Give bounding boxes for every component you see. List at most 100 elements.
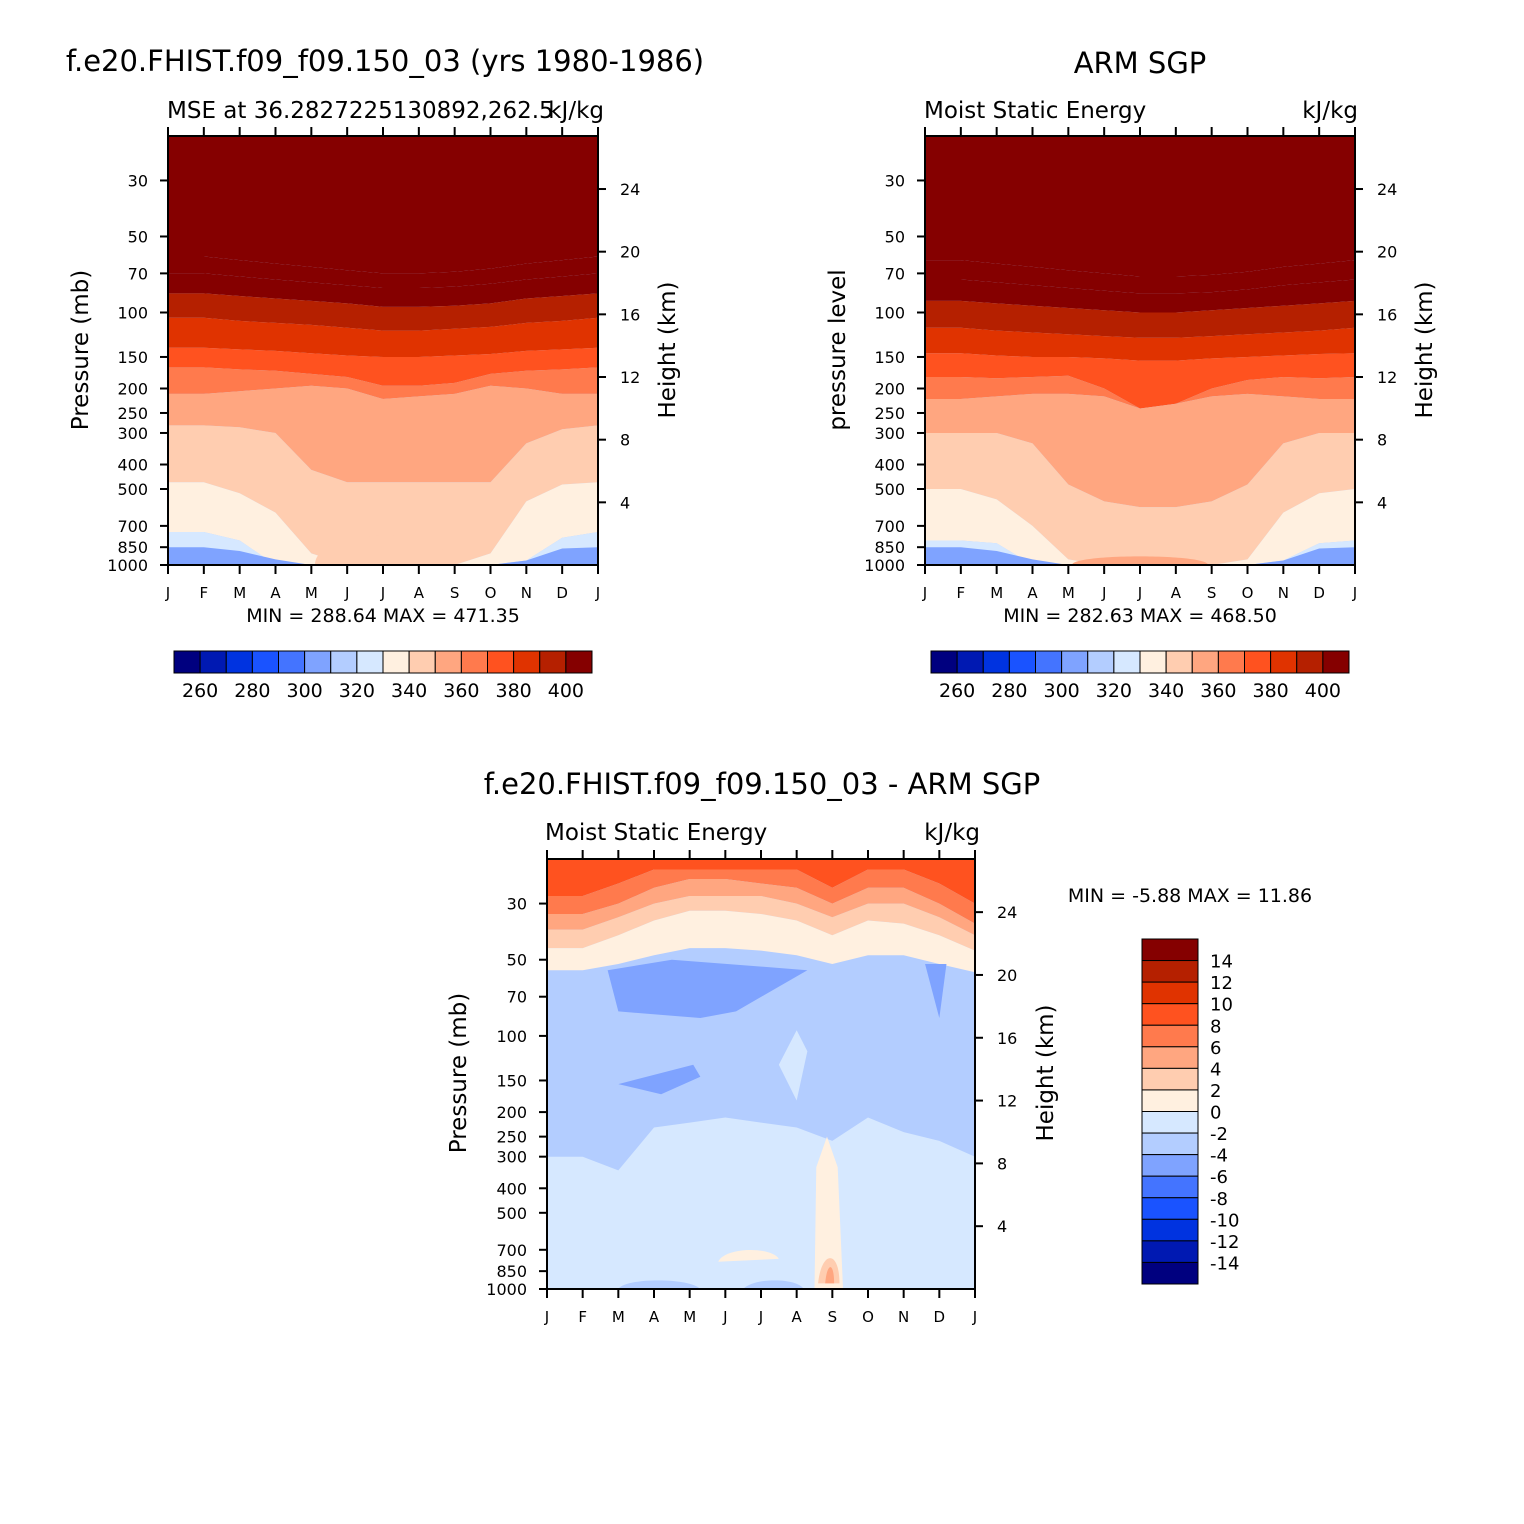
colorbar-swatch <box>1141 1024 1199 1048</box>
colorbar-label: 340 <box>391 680 427 702</box>
colorbar-swatch <box>1141 1046 1199 1069</box>
colorbar-swatch <box>1217 650 1245 674</box>
colorbar-swatch <box>304 650 332 674</box>
colorbar-label: 10 <box>1210 995 1233 1016</box>
x-tick-label: A <box>792 1308 803 1326</box>
colorbar-label: 400 <box>548 680 584 702</box>
contour-band <box>1071 556 1209 565</box>
colorbar-swatch <box>1141 1003 1199 1026</box>
colorbar-label: 360 <box>1200 680 1236 702</box>
y-tick-label-right: 4 <box>997 1217 1007 1236</box>
y-axis-label-right: Height (km) <box>655 281 681 418</box>
y-tick-label-right: 8 <box>997 1154 1007 1173</box>
x-tick-label: D <box>556 584 568 602</box>
colorbar-swatch <box>460 650 488 674</box>
y-tick-label-right: 20 <box>997 966 1017 985</box>
colorbar-swatch <box>1322 650 1350 674</box>
min-max-stats: MIN = -5.88 MAX = 11.86 <box>1068 885 1312 907</box>
colorbar-swatch <box>356 650 384 674</box>
colorbar: 260 280 300 320 340 360 380 400 <box>930 650 1350 702</box>
x-tick-label: O <box>485 584 497 602</box>
y-axis-label: Pressure (mb) <box>446 993 472 1153</box>
y-tick-label: 300 <box>117 424 148 443</box>
colorbar-label: -8 <box>1210 1189 1228 1210</box>
y-tick-label: 200 <box>117 380 148 399</box>
y-tick-label: 30 <box>507 895 527 914</box>
x-tick-label: F <box>957 584 966 602</box>
contour-band <box>718 1249 779 1262</box>
y-tick-label: 150 <box>117 348 148 367</box>
x-tick-label: S <box>828 1308 838 1326</box>
panel-title: f.e20.FHIST.f09_f09.150_03 (yrs 1980-198… <box>66 44 704 78</box>
colorbar-swatch <box>434 650 462 674</box>
colorbar-swatch <box>1141 960 1199 983</box>
x-tick-label: M <box>233 584 246 602</box>
contour-band <box>547 910 975 973</box>
y-axis-label-right: Height (km) <box>1033 1004 1059 1141</box>
y-tick-label: 30 <box>128 171 148 190</box>
y-tick-label-right: 4 <box>620 493 630 512</box>
x-tick-label: J <box>722 1308 727 1326</box>
contour-band <box>168 317 598 357</box>
y-tick-label: 200 <box>496 1103 527 1122</box>
x-tick-label: J <box>380 584 385 602</box>
colorbar-swatch <box>1141 1218 1199 1242</box>
x-tick-label: A <box>1171 584 1182 602</box>
panel-subtitle-left: Moist Static Energy <box>545 820 767 846</box>
colorbar-swatch <box>1141 1111 1199 1134</box>
x-tick-label: J <box>1101 584 1106 602</box>
x-tick-label: J <box>758 1308 763 1326</box>
y-tick-label-right: 24 <box>1377 180 1397 199</box>
colorbar-swatch <box>930 650 958 674</box>
x-tick-label: D <box>1313 584 1325 602</box>
y-tick-label: 1000 <box>864 556 905 575</box>
panel-units: kJ/kg <box>924 820 980 846</box>
contour-band <box>925 547 1355 565</box>
colorbar-swatch <box>1165 650 1193 674</box>
panel-title: f.e20.FHIST.f09_f09.150_03 - ARM SGP <box>484 767 1040 801</box>
y-tick-label: 70 <box>885 264 905 283</box>
y-tick-label: 850 <box>117 538 148 557</box>
x-tick-label: S <box>1207 584 1217 602</box>
colorbar-label: 260 <box>939 680 975 702</box>
y-tick-label-right: 24 <box>997 903 1017 922</box>
panel-subtitle-left: MSE at 36.2827225130892,262.5 <box>167 98 554 124</box>
y-tick-label: 500 <box>874 480 905 499</box>
colorbar-swatch <box>539 650 567 674</box>
colorbar-swatch <box>1141 1197 1199 1220</box>
colorbar-swatch <box>1139 650 1167 674</box>
y-tick-label: 250 <box>496 1128 527 1147</box>
x-tick-label: M <box>683 1308 696 1326</box>
colorbar-label: 0 <box>1210 1103 1221 1124</box>
panel-difference: f.e20.FHIST.f09_f09.150_03 - ARM SGP Moi… <box>446 767 1312 1326</box>
y-tick-label: 500 <box>117 480 148 499</box>
y-tick-label: 50 <box>128 227 148 246</box>
y-tick-label: 700 <box>874 517 905 536</box>
x-tick-label: O <box>862 1308 874 1326</box>
y-tick-label: 100 <box>117 303 148 322</box>
colorbar-swatch <box>408 650 436 674</box>
y-tick-label-right: 16 <box>620 305 640 324</box>
y-tick-label: 100 <box>496 1027 527 1046</box>
contour-band <box>925 375 1355 409</box>
y-tick-label: 50 <box>507 951 527 970</box>
x-tick-label: N <box>898 1308 909 1326</box>
y-tick-label: 400 <box>496 1179 527 1198</box>
contour-band <box>925 300 1355 338</box>
x-tick-label: J <box>972 1308 977 1326</box>
panel-obs: ARM SGP Moist Static Energy kJ/kg pressu… <box>825 46 1438 702</box>
x-tick-label: N <box>521 584 532 602</box>
contour-plot <box>168 136 598 565</box>
contour-band <box>547 859 975 904</box>
x-tick-label: M <box>1062 584 1075 602</box>
colorbar-swatch <box>225 650 253 674</box>
colorbar-swatch <box>565 650 593 674</box>
contour-band <box>168 256 598 288</box>
contour-band <box>925 260 1355 294</box>
colorbar-label: -4 <box>1210 1146 1228 1167</box>
y-tick-label: 1000 <box>107 556 148 575</box>
colorbar-swatch <box>1008 650 1036 674</box>
y-tick-label: 70 <box>507 988 527 1007</box>
